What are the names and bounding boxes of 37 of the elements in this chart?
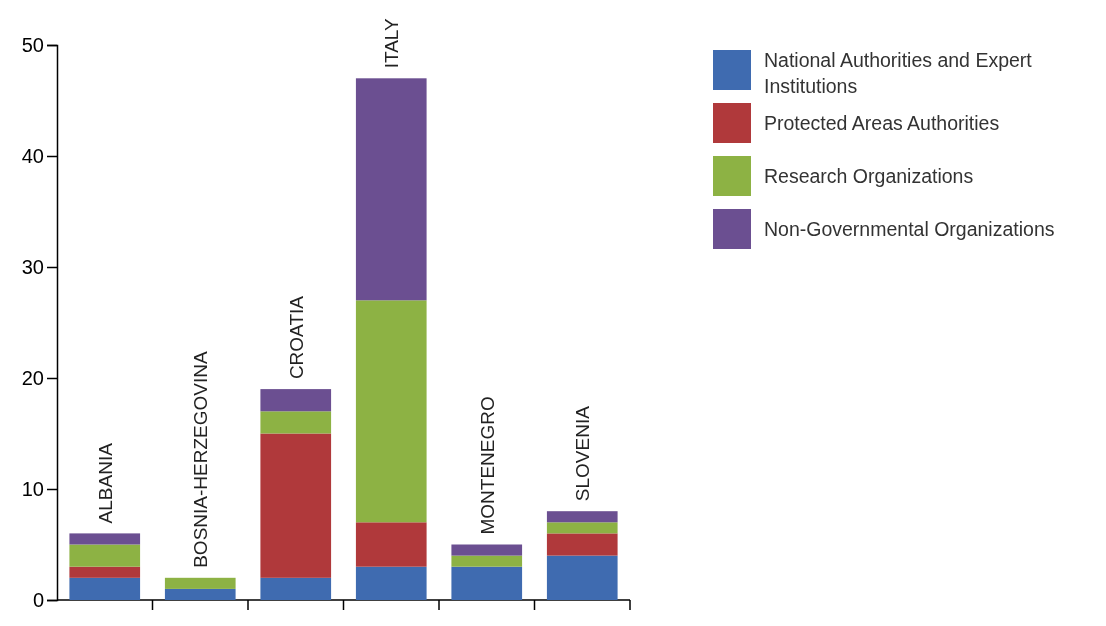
bar — [546, 533, 618, 556]
y-tick-label: 10 — [21, 477, 44, 500]
x-tick-label: SLOVENIA — [572, 405, 594, 502]
y-tick-label: 40 — [21, 144, 44, 167]
bar — [546, 555, 618, 600]
bar — [546, 511, 618, 523]
bar — [260, 411, 332, 434]
bar — [164, 577, 236, 589]
bar — [69, 544, 141, 567]
bar — [260, 433, 332, 578]
x-tick-label: ALBANIA — [94, 442, 116, 524]
x-tick-label: MONTENEGRO — [476, 396, 498, 535]
bar — [355, 566, 427, 600]
bar — [451, 555, 523, 567]
x-tick-label: CROATIA — [285, 295, 307, 380]
bar — [69, 566, 141, 578]
x-tick-label: ITALY — [381, 18, 403, 69]
bar — [355, 78, 427, 301]
x-tick-label: BOSNIA-HERZEGOVINA — [190, 351, 212, 568]
bar — [355, 300, 427, 523]
y-tick-label: 30 — [21, 255, 44, 278]
bar — [451, 566, 523, 600]
legend-label: Protected Areas Authorities — [764, 111, 1000, 134]
bar — [69, 577, 141, 600]
bar — [451, 544, 523, 556]
bar — [69, 533, 141, 545]
legend-label: Non-Governmental Organizations — [764, 217, 1055, 240]
y-tick-label: 50 — [21, 33, 44, 56]
legend-label: National Authorities and Expert Institutions — [764, 48, 1033, 98]
bar — [164, 588, 236, 600]
bar — [546, 522, 618, 534]
bar — [355, 522, 427, 567]
bar — [260, 577, 332, 600]
bar — [260, 389, 332, 412]
y-tick-label: 0 — [32, 588, 44, 611]
legend-label: Research Organizations — [764, 164, 974, 187]
y-tick-label: 20 — [21, 366, 44, 389]
